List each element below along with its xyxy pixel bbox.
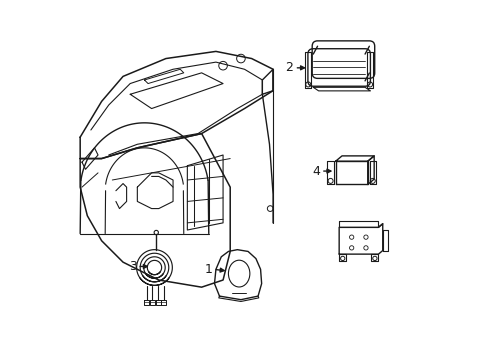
Text: 4: 4 xyxy=(311,165,319,177)
Text: 3: 3 xyxy=(129,260,137,273)
Text: 2: 2 xyxy=(285,61,293,74)
Text: 1: 1 xyxy=(204,263,212,276)
